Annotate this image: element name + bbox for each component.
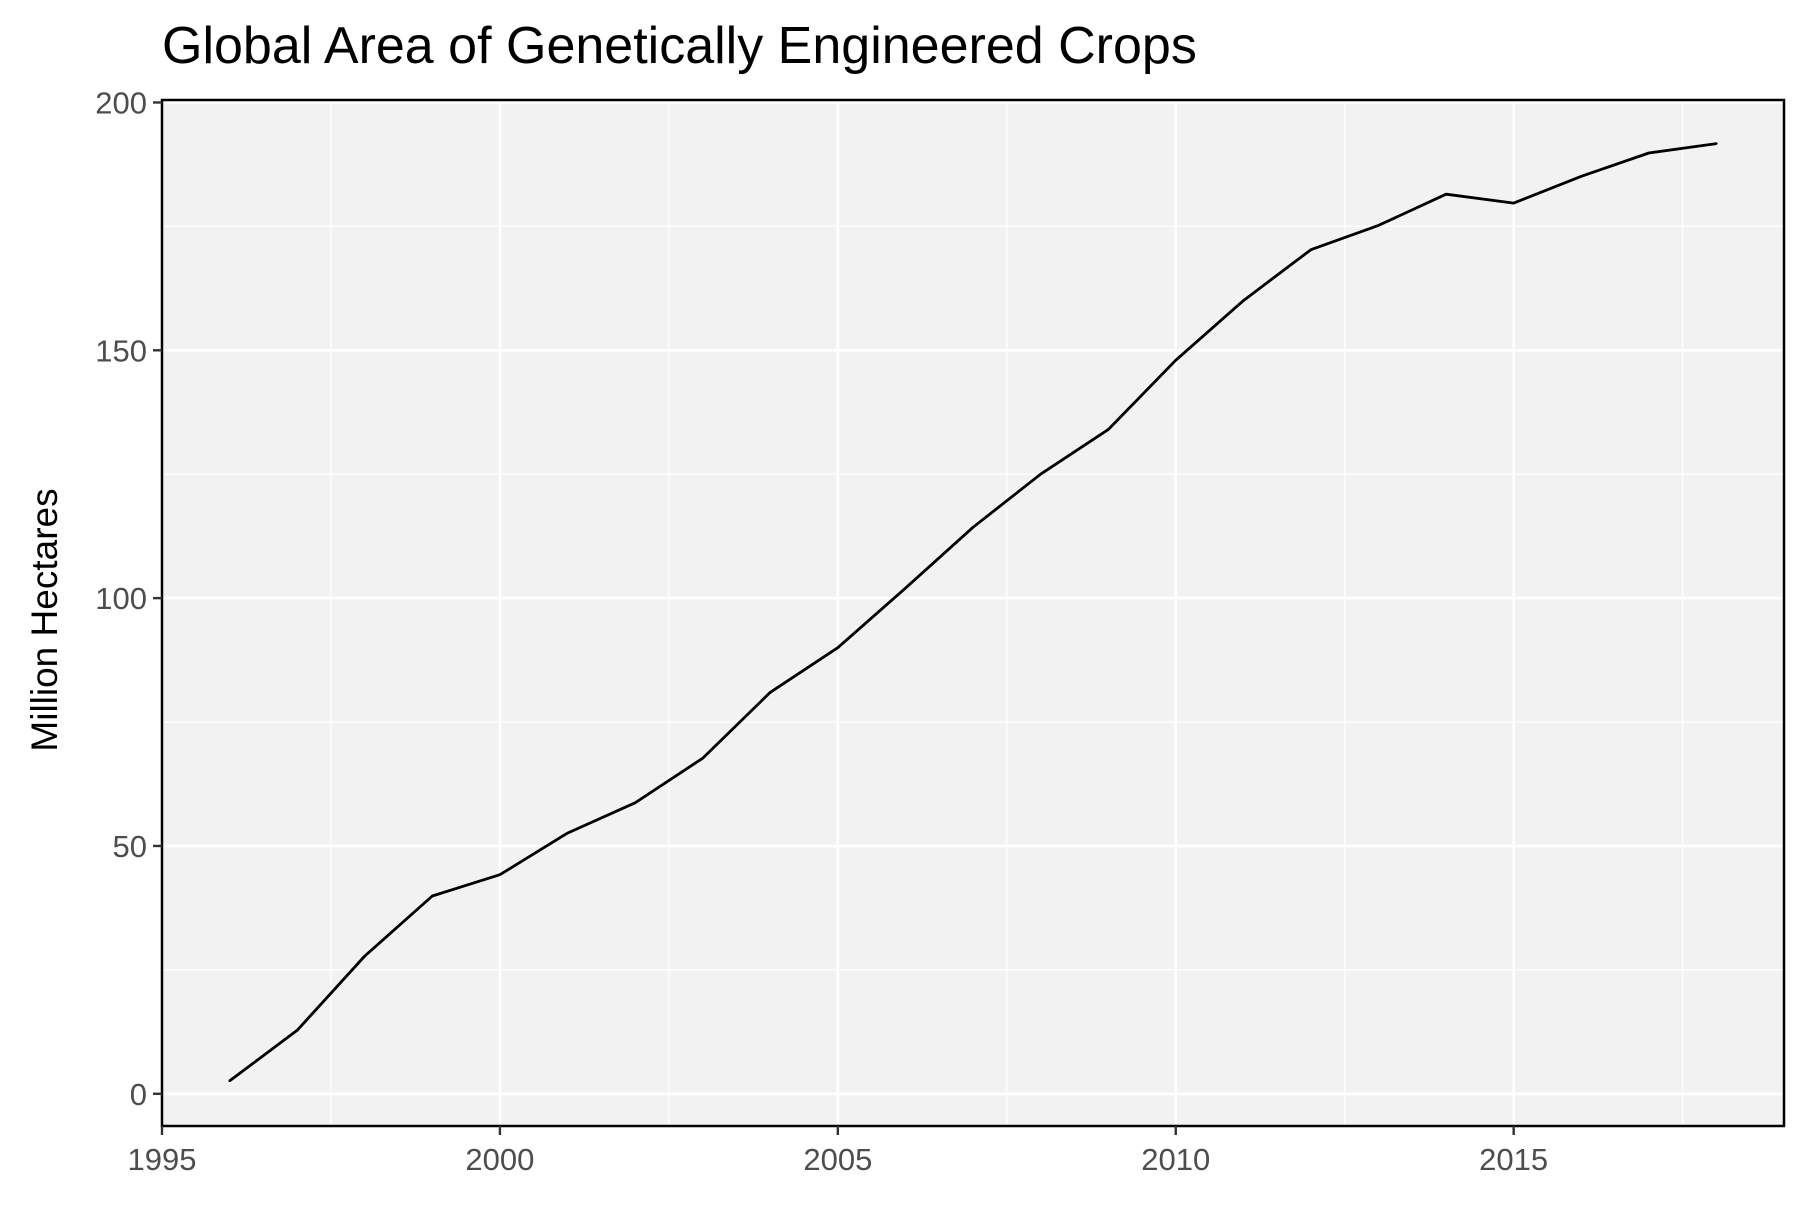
chart-title: Global Area of Genetically Engineered Cr… [162,17,1197,75]
x-tick-label: 2015 [1479,1142,1548,1177]
plot-border [160,98,1786,1128]
data-point [1715,142,1718,145]
data-point [566,831,569,835]
data-point [633,801,637,804]
y-axis-title: Million Hectares [24,488,65,751]
x-axis: 1995 2000 2005 2010 2015 [128,1126,1548,1177]
data-point [431,894,434,898]
x-tick-label: 2005 [803,1142,872,1177]
data-point [1039,473,1042,476]
data-point [1512,201,1515,205]
data-point [228,1079,231,1083]
data-point [296,1029,299,1032]
data-point [1647,151,1651,155]
series-layer [228,142,1718,1083]
x-tick-label: 2000 [465,1142,534,1177]
data-point [971,526,975,529]
x-tick-label: 1995 [128,1142,197,1177]
data-point [1580,175,1583,178]
data-point [1174,359,1178,362]
y-tick-label: 0 [130,1077,147,1112]
y-tick-label: 200 [95,85,147,120]
data-point [1309,248,1313,251]
data-point [363,954,366,958]
y-tick-label: 150 [95,333,147,368]
data-point [1377,224,1380,227]
y-tick-label: 50 [113,829,147,864]
data-point [1242,299,1245,302]
data-point [701,757,704,760]
plot-panel [162,100,1784,1126]
data-point [1107,428,1110,431]
y-tick-label: 100 [95,581,147,616]
data-point [498,873,502,876]
data-point [1444,193,1448,196]
x-tick-label: 2010 [1141,1142,1210,1177]
data-point [904,587,907,590]
data-point [836,646,839,649]
y-axis: 0 50 100 150 200 [95,85,162,1112]
data-point [769,691,772,694]
